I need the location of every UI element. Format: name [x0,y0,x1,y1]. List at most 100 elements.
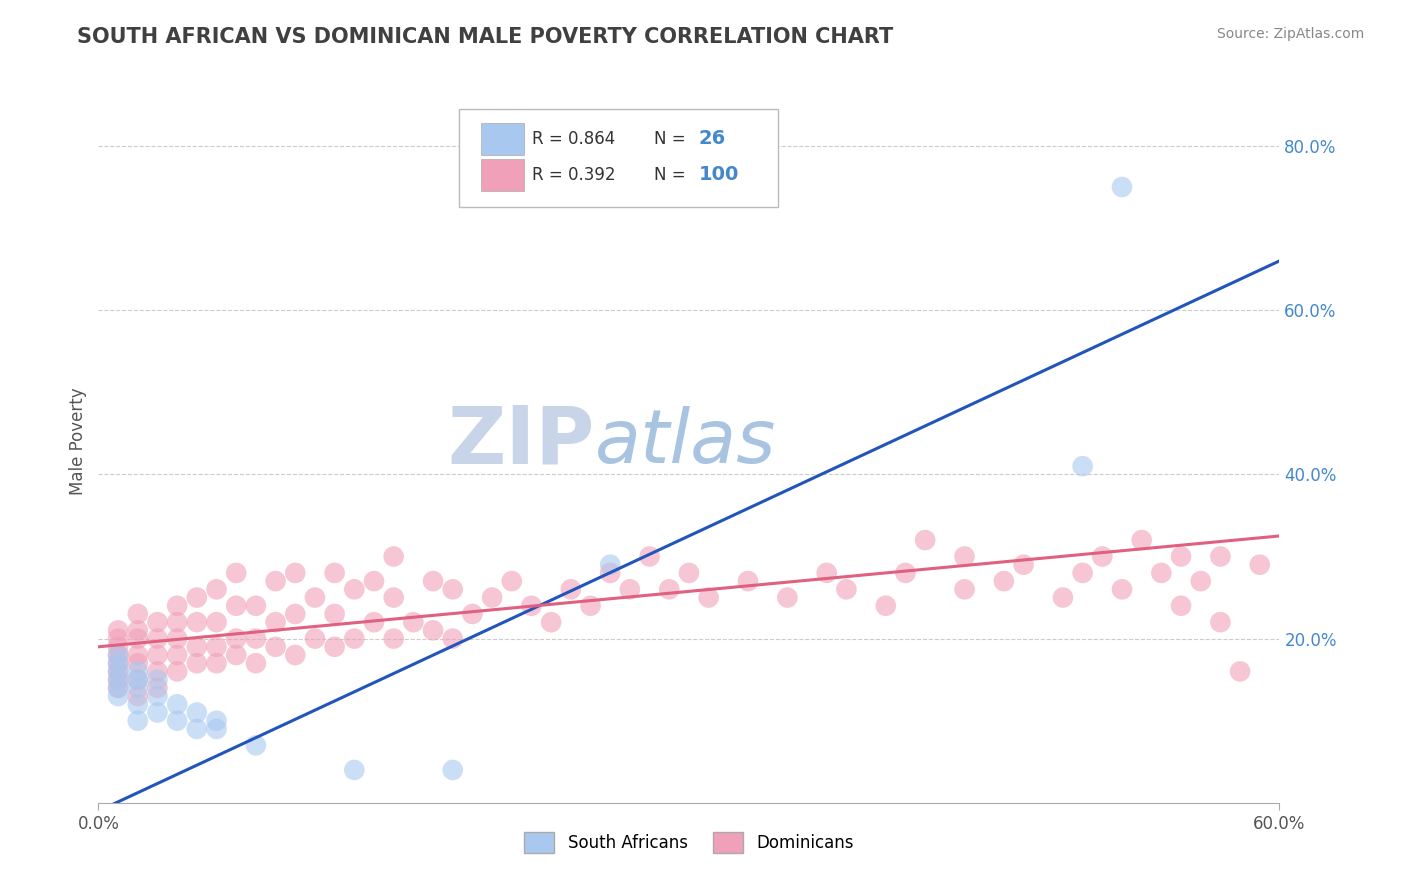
Point [146,648,169,662]
Point [166,698,188,712]
Point [1209,549,1232,564]
Point [402,615,425,630]
Point [638,549,661,564]
Point [875,599,897,613]
Point [127,714,149,728]
Point [1209,615,1232,630]
Point [107,673,129,687]
Point [1111,582,1133,597]
Point [186,591,208,605]
Point [343,632,366,646]
Legend: South Africans, Dominicans: South Africans, Dominicans [517,826,860,860]
Point [127,648,149,662]
Point [323,607,346,621]
Point [579,599,602,613]
Point [481,591,503,605]
Point [166,648,188,662]
Point [382,549,405,564]
Point [304,632,326,646]
Point [245,657,267,671]
Point [107,681,129,695]
Point [599,566,621,580]
Point [107,689,129,703]
Point [776,591,799,605]
Point [1170,549,1192,564]
Point [264,574,287,588]
Text: N =: N = [654,166,690,184]
Point [284,607,307,621]
Point [323,566,346,580]
Point [205,640,228,654]
Point [737,574,759,588]
Point [1012,558,1035,572]
Point [205,582,228,597]
Point [225,648,247,662]
Point [127,698,149,712]
Point [166,632,188,646]
Point [127,673,149,687]
Point [520,599,543,613]
Point [1071,566,1094,580]
Point [146,632,169,646]
Point [107,648,129,662]
Point [107,632,129,646]
Point [127,624,149,638]
Point [127,607,149,621]
Point [205,615,228,630]
Point [1229,665,1251,679]
Point [441,582,464,597]
Point [894,566,917,580]
Point [205,657,228,671]
Point [186,615,208,630]
Point [146,665,169,679]
Point [245,739,267,753]
Point [284,566,307,580]
Point [953,549,976,564]
Point [127,689,149,703]
Point [422,574,444,588]
Point [127,681,149,695]
Text: Source: ZipAtlas.com: Source: ZipAtlas.com [1216,27,1364,41]
Point [1150,566,1173,580]
Text: R = 0.864: R = 0.864 [531,130,614,148]
Point [1091,549,1114,564]
Point [107,640,129,654]
Point [186,722,208,736]
Point [835,582,858,597]
Point [363,574,385,588]
Point [441,763,464,777]
Point [264,640,287,654]
Point [697,591,720,605]
Point [501,574,523,588]
Point [186,657,208,671]
Point [264,615,287,630]
Point [166,615,188,630]
Point [107,624,129,638]
Point [245,632,267,646]
Point [678,566,700,580]
Point [127,657,149,671]
Text: N =: N = [654,130,690,148]
Point [914,533,936,547]
Point [186,640,208,654]
Point [1189,574,1212,588]
Point [560,582,582,597]
Point [382,591,405,605]
Point [205,714,228,728]
Point [658,582,681,597]
Point [107,657,129,671]
Point [619,582,641,597]
Text: 100: 100 [699,165,738,185]
Point [225,632,247,646]
Point [323,640,346,654]
Point [127,665,149,679]
Point [107,681,129,695]
Point [363,615,385,630]
Text: atlas: atlas [595,406,776,477]
Point [127,673,149,687]
Point [225,566,247,580]
Point [343,582,366,597]
Point [107,665,129,679]
Point [343,763,366,777]
Point [304,591,326,605]
